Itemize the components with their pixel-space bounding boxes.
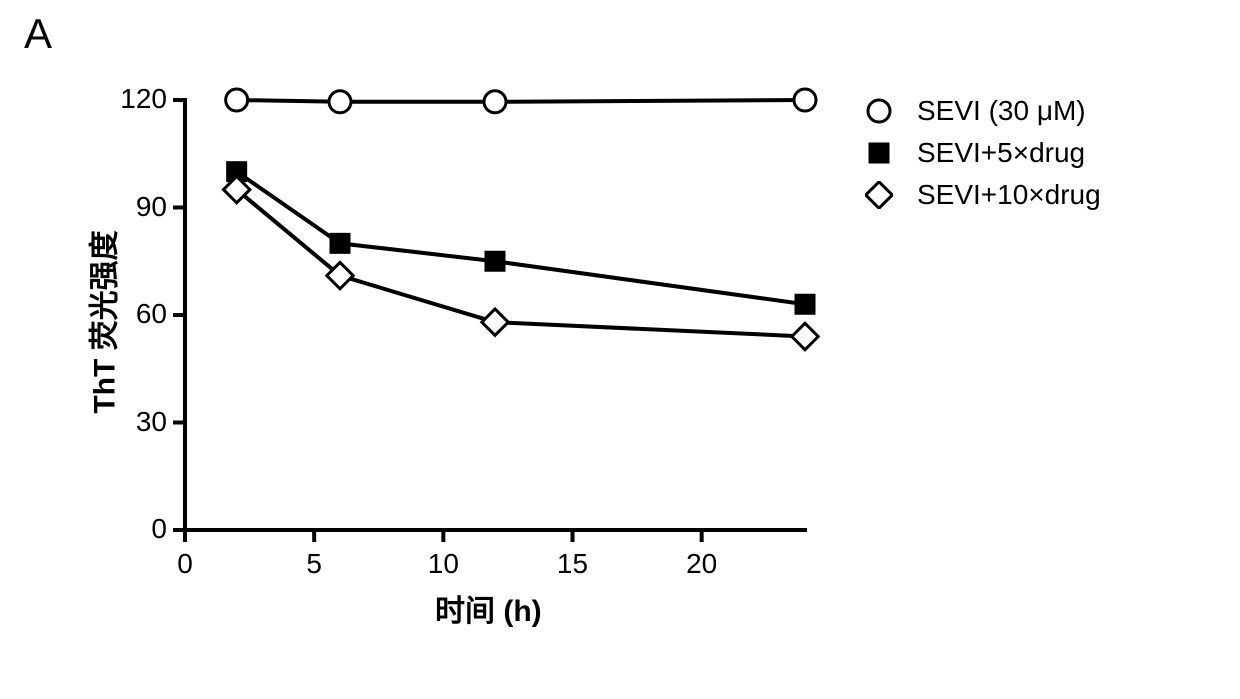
xtick-label: 10 [413, 548, 473, 580]
legend-marker-sevi [865, 97, 893, 125]
legend-row-sevi: SEVI (30 μM) [865, 95, 1101, 127]
ytick-label: 90 [107, 191, 167, 223]
legend-text-sevi-10x: SEVI+10×drug [917, 179, 1101, 211]
xtick-label: 20 [672, 548, 732, 580]
legend: SEVI (30 μM) SEVI+5×drug SEVI+10×drug [865, 95, 1101, 211]
legend-row-sevi-10x: SEVI+10×drug [865, 179, 1101, 211]
legend-row-sevi-5x: SEVI+5×drug [865, 137, 1101, 169]
ytick-label: 120 [107, 83, 167, 115]
legend-text-sevi-5x: SEVI+5×drug [917, 137, 1085, 169]
legend-marker-sevi-10x [865, 181, 893, 209]
y-axis-label: ThT 荧光强度 [80, 230, 124, 413]
x-axis-label: 时间 (h) [435, 586, 542, 630]
chart-container [125, 80, 825, 580]
xtick-label: 5 [284, 548, 344, 580]
xtick-label: 0 [155, 548, 215, 580]
legend-marker-sevi-5x [865, 139, 893, 167]
legend-text-sevi: SEVI (30 μM) [917, 95, 1086, 127]
page-root: A 0306090120 05101520 ThT 荧光强度 时间 (h) SE… [0, 0, 1240, 699]
ytick-label: 0 [107, 513, 167, 545]
panel-label: A [24, 10, 52, 58]
xtick-label: 15 [543, 548, 603, 580]
